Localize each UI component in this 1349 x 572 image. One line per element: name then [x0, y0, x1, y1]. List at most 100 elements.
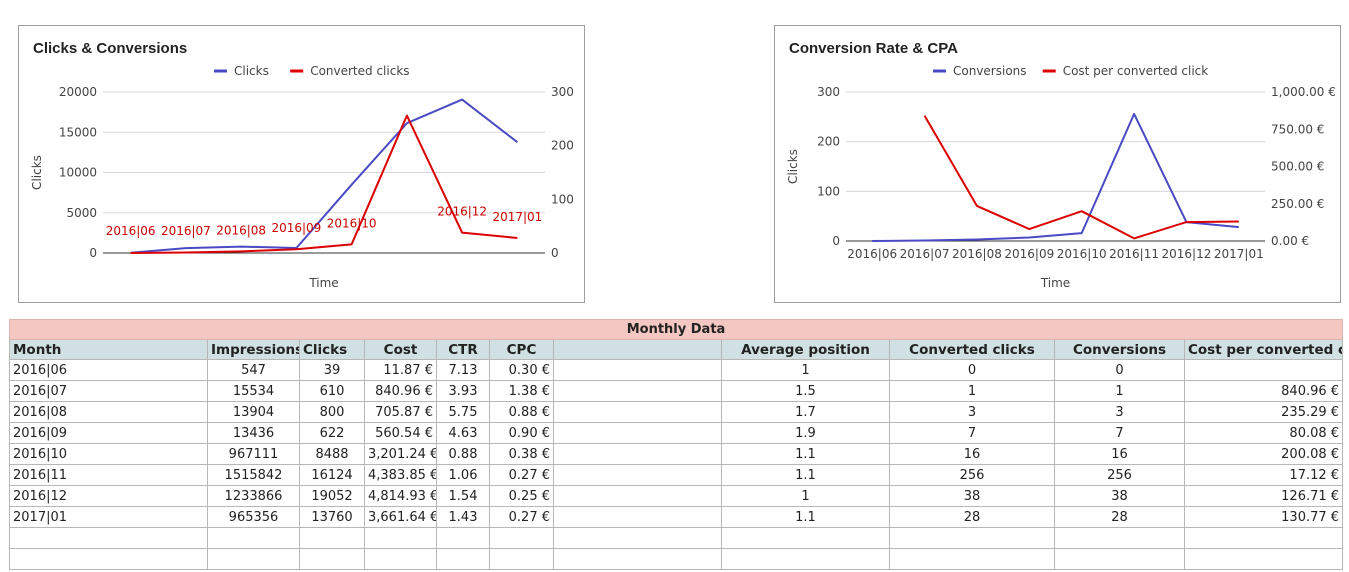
- table-cell[interactable]: 16124: [299, 464, 365, 486]
- table-cell[interactable]: 840.96 €: [364, 380, 437, 402]
- table-cell[interactable]: 1: [721, 359, 890, 381]
- table-cell[interactable]: 13436: [207, 422, 300, 444]
- table-cell[interactable]: [553, 506, 722, 528]
- table-cell[interactable]: [1183, 359, 1344, 381]
- table-cell[interactable]: [1054, 527, 1185, 549]
- table-cell[interactable]: 130.77 €: [1183, 506, 1344, 528]
- table-cell[interactable]: 0.27 €: [489, 506, 554, 528]
- column-header[interactable]: Conversions: [1054, 339, 1185, 360]
- table-cell[interactable]: 80.08 €: [1183, 422, 1344, 444]
- table-cell[interactable]: [553, 380, 722, 402]
- table-cell[interactable]: 7: [889, 422, 1055, 444]
- table-cell[interactable]: [553, 485, 722, 507]
- table-cell[interactable]: [207, 527, 300, 549]
- table-cell[interactable]: 28: [1054, 506, 1185, 528]
- table-cell[interactable]: 0.88 €: [489, 401, 554, 423]
- table-cell[interactable]: [207, 548, 300, 570]
- table-cell[interactable]: 39: [299, 359, 365, 381]
- table-cell[interactable]: 2016|06: [9, 359, 208, 381]
- table-cell[interactable]: [721, 527, 890, 549]
- table-cell[interactable]: 8488: [299, 443, 365, 465]
- table-cell[interactable]: [436, 527, 490, 549]
- table-cell[interactable]: 1.1: [721, 464, 890, 486]
- table-cell[interactable]: [299, 548, 365, 570]
- table-cell[interactable]: 1.5: [721, 380, 890, 402]
- table-cell[interactable]: [364, 527, 437, 549]
- table-cell[interactable]: 800: [299, 401, 365, 423]
- table-cell[interactable]: [889, 527, 1055, 549]
- table-cell[interactable]: 1515842: [207, 464, 300, 486]
- table-cell[interactable]: 7.13: [436, 359, 490, 381]
- table-cell[interactable]: [553, 464, 722, 486]
- table-cell[interactable]: 3,661.64 €: [364, 506, 437, 528]
- table-cell[interactable]: [1054, 548, 1185, 570]
- table-cell[interactable]: 2016|10: [9, 443, 208, 465]
- table-cell[interactable]: [553, 401, 722, 423]
- table-cell[interactable]: 1.43: [436, 506, 490, 528]
- column-header[interactable]: Month: [9, 339, 208, 360]
- table-cell[interactable]: 4,383.85 €: [364, 464, 437, 486]
- table-cell[interactable]: 0.88: [436, 443, 490, 465]
- column-header[interactable]: [553, 339, 722, 360]
- table-cell[interactable]: 4,814.93 €: [364, 485, 437, 507]
- table-cell[interactable]: 5.75: [436, 401, 490, 423]
- table-cell[interactable]: 0.38 €: [489, 443, 554, 465]
- column-header[interactable]: CPC: [489, 339, 554, 360]
- table-cell[interactable]: [1183, 548, 1344, 570]
- column-header[interactable]: Impressions: [207, 339, 300, 360]
- table-cell[interactable]: 1.9: [721, 422, 890, 444]
- table-cell[interactable]: 1: [889, 380, 1055, 402]
- table-cell[interactable]: 1.7: [721, 401, 890, 423]
- table-cell[interactable]: [553, 548, 722, 570]
- table-cell[interactable]: [1183, 527, 1344, 549]
- table-cell[interactable]: 19052: [299, 485, 365, 507]
- column-header[interactable]: Cost: [364, 339, 437, 360]
- table-cell[interactable]: [489, 548, 554, 570]
- table-cell[interactable]: 3.93: [436, 380, 490, 402]
- column-header[interactable]: Average position: [721, 339, 890, 360]
- table-cell[interactable]: 622: [299, 422, 365, 444]
- table-cell[interactable]: 2016|08: [9, 401, 208, 423]
- table-cell[interactable]: 0: [889, 359, 1055, 381]
- table-cell[interactable]: 1: [1054, 380, 1185, 402]
- table-cell[interactable]: 13760: [299, 506, 365, 528]
- column-header[interactable]: Converted clicks: [889, 339, 1055, 360]
- table-cell[interactable]: [299, 527, 365, 549]
- table-cell[interactable]: 1233866: [207, 485, 300, 507]
- table-cell[interactable]: 0: [1054, 359, 1185, 381]
- column-header[interactable]: CTR: [436, 339, 490, 360]
- table-cell[interactable]: 1.38 €: [489, 380, 554, 402]
- table-cell[interactable]: 1.06: [436, 464, 490, 486]
- table-cell[interactable]: 2016|09: [9, 422, 208, 444]
- table-cell[interactable]: 38: [1054, 485, 1185, 507]
- table-cell[interactable]: 705.87 €: [364, 401, 437, 423]
- table-cell[interactable]: 1.54: [436, 485, 490, 507]
- table-cell[interactable]: 965356: [207, 506, 300, 528]
- table-cell[interactable]: [436, 548, 490, 570]
- table-cell[interactable]: 0.27 €: [489, 464, 554, 486]
- table-cell[interactable]: 11.87 €: [364, 359, 437, 381]
- table-cell[interactable]: 3: [1054, 401, 1185, 423]
- table-cell[interactable]: [489, 527, 554, 549]
- table-cell[interactable]: [889, 548, 1055, 570]
- table-cell[interactable]: [553, 443, 722, 465]
- table-cell[interactable]: 16: [889, 443, 1055, 465]
- table-cell[interactable]: 235.29 €: [1183, 401, 1344, 423]
- table-cell[interactable]: 0.25 €: [489, 485, 554, 507]
- table-cell[interactable]: 1: [721, 485, 890, 507]
- table-cell[interactable]: 3,201.24 €: [364, 443, 437, 465]
- table-cell[interactable]: 0.90 €: [489, 422, 554, 444]
- table-cell[interactable]: 38: [889, 485, 1055, 507]
- table-cell[interactable]: 200.08 €: [1183, 443, 1344, 465]
- table-cell[interactable]: [553, 527, 722, 549]
- column-header[interactable]: Clicks: [299, 339, 365, 360]
- table-cell[interactable]: 16: [1054, 443, 1185, 465]
- table-cell[interactable]: 4.63: [436, 422, 490, 444]
- table-cell[interactable]: 840.96 €: [1183, 380, 1344, 402]
- table-cell[interactable]: 2016|11: [9, 464, 208, 486]
- table-cell[interactable]: [9, 548, 208, 570]
- table-cell[interactable]: 15534: [207, 380, 300, 402]
- table-cell[interactable]: 547: [207, 359, 300, 381]
- table-cell[interactable]: [9, 527, 208, 549]
- table-cell[interactable]: 7: [1054, 422, 1185, 444]
